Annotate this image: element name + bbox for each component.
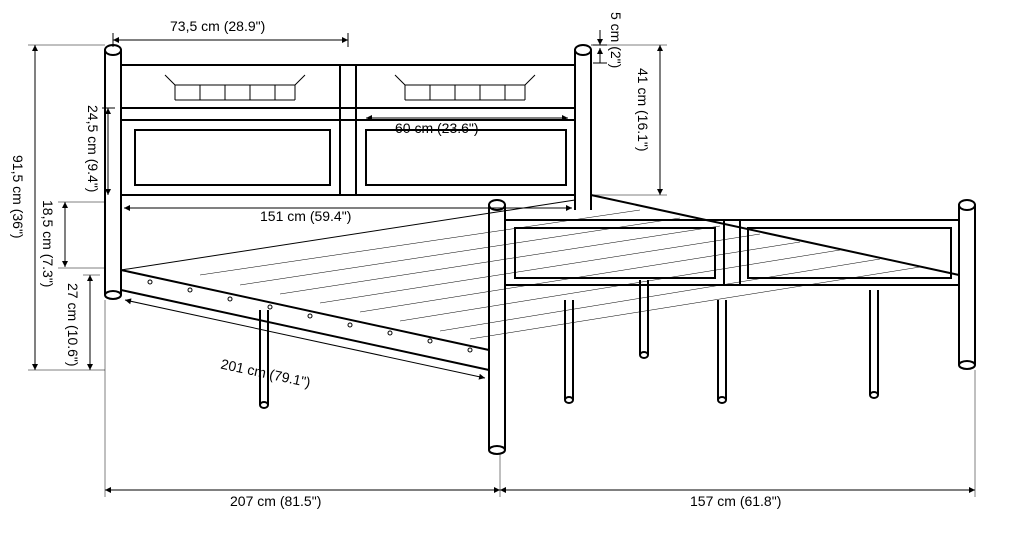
dim-top-width: 73,5 cm (28.9") bbox=[170, 18, 265, 34]
diagram-svg bbox=[0, 0, 1020, 540]
dim-foot-panel: 18,5 cm (7.3") bbox=[40, 200, 56, 287]
dim-floor-clear: 27 cm (10.6") bbox=[65, 283, 81, 367]
diagram-container: { "type": "technical-dimension-diagram",… bbox=[0, 0, 1020, 540]
dim-inner-width: 151 cm (59.4") bbox=[260, 208, 351, 224]
dim-top-gap: 5 cm (2") bbox=[608, 12, 624, 68]
dim-panel-h: 24,5 cm (9.4") bbox=[85, 105, 101, 192]
dim-inner-bar: 60 cm (23.6") bbox=[395, 120, 479, 136]
dim-outer-length: 207 cm (81.5") bbox=[230, 493, 321, 509]
dim-outer-width: 157 cm (61.8") bbox=[690, 493, 781, 509]
dim-headboard-top: 41 cm (16.1") bbox=[635, 68, 651, 152]
dim-total-h: 91,5 cm (36") bbox=[10, 155, 26, 239]
